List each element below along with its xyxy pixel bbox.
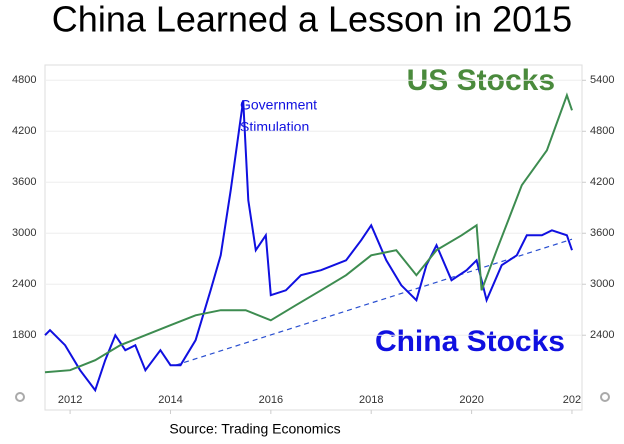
y2-tick-label: 4800 <box>590 125 614 137</box>
y-tick-label: 4800 <box>12 74 36 86</box>
plot-frame <box>44 64 583 411</box>
y-tick-label: 1800 <box>12 329 36 341</box>
y-tick-label: 3000 <box>12 227 36 239</box>
x-tick-label: 2012 <box>58 394 82 406</box>
y2-tick-label: 3000 <box>590 278 614 290</box>
gear-icon <box>600 392 610 402</box>
x-tick-label: 2018 <box>359 394 383 406</box>
x-tick-label: 2014 <box>158 394 182 406</box>
gear-icon <box>15 392 25 402</box>
annotation: Stimulation <box>240 119 309 135</box>
y-tick-label: 4200 <box>12 125 36 137</box>
line-series <box>44 100 573 393</box>
line-series <box>175 238 573 366</box>
x-tick-label: 2020 <box>459 394 483 406</box>
y2-tick-label: 3600 <box>590 227 614 239</box>
y-tick-label: 2400 <box>12 278 36 290</box>
y-tick-label: 3600 <box>12 176 36 188</box>
y2-tick-label: 5400 <box>590 74 614 86</box>
y2-tick-label: 4200 <box>590 176 614 188</box>
y2-tick-label: 2400 <box>590 329 614 341</box>
x-tick-label: 2016 <box>259 394 283 406</box>
source: Source: Trading Economics <box>169 421 340 437</box>
x-tick-label: 202 <box>563 394 581 406</box>
chart-title: China Learned a Lesson in 2015 <box>52 0 572 40</box>
line-series <box>44 92 573 374</box>
china-label: China Stocks <box>375 325 565 358</box>
annotation: Government <box>240 97 317 113</box>
